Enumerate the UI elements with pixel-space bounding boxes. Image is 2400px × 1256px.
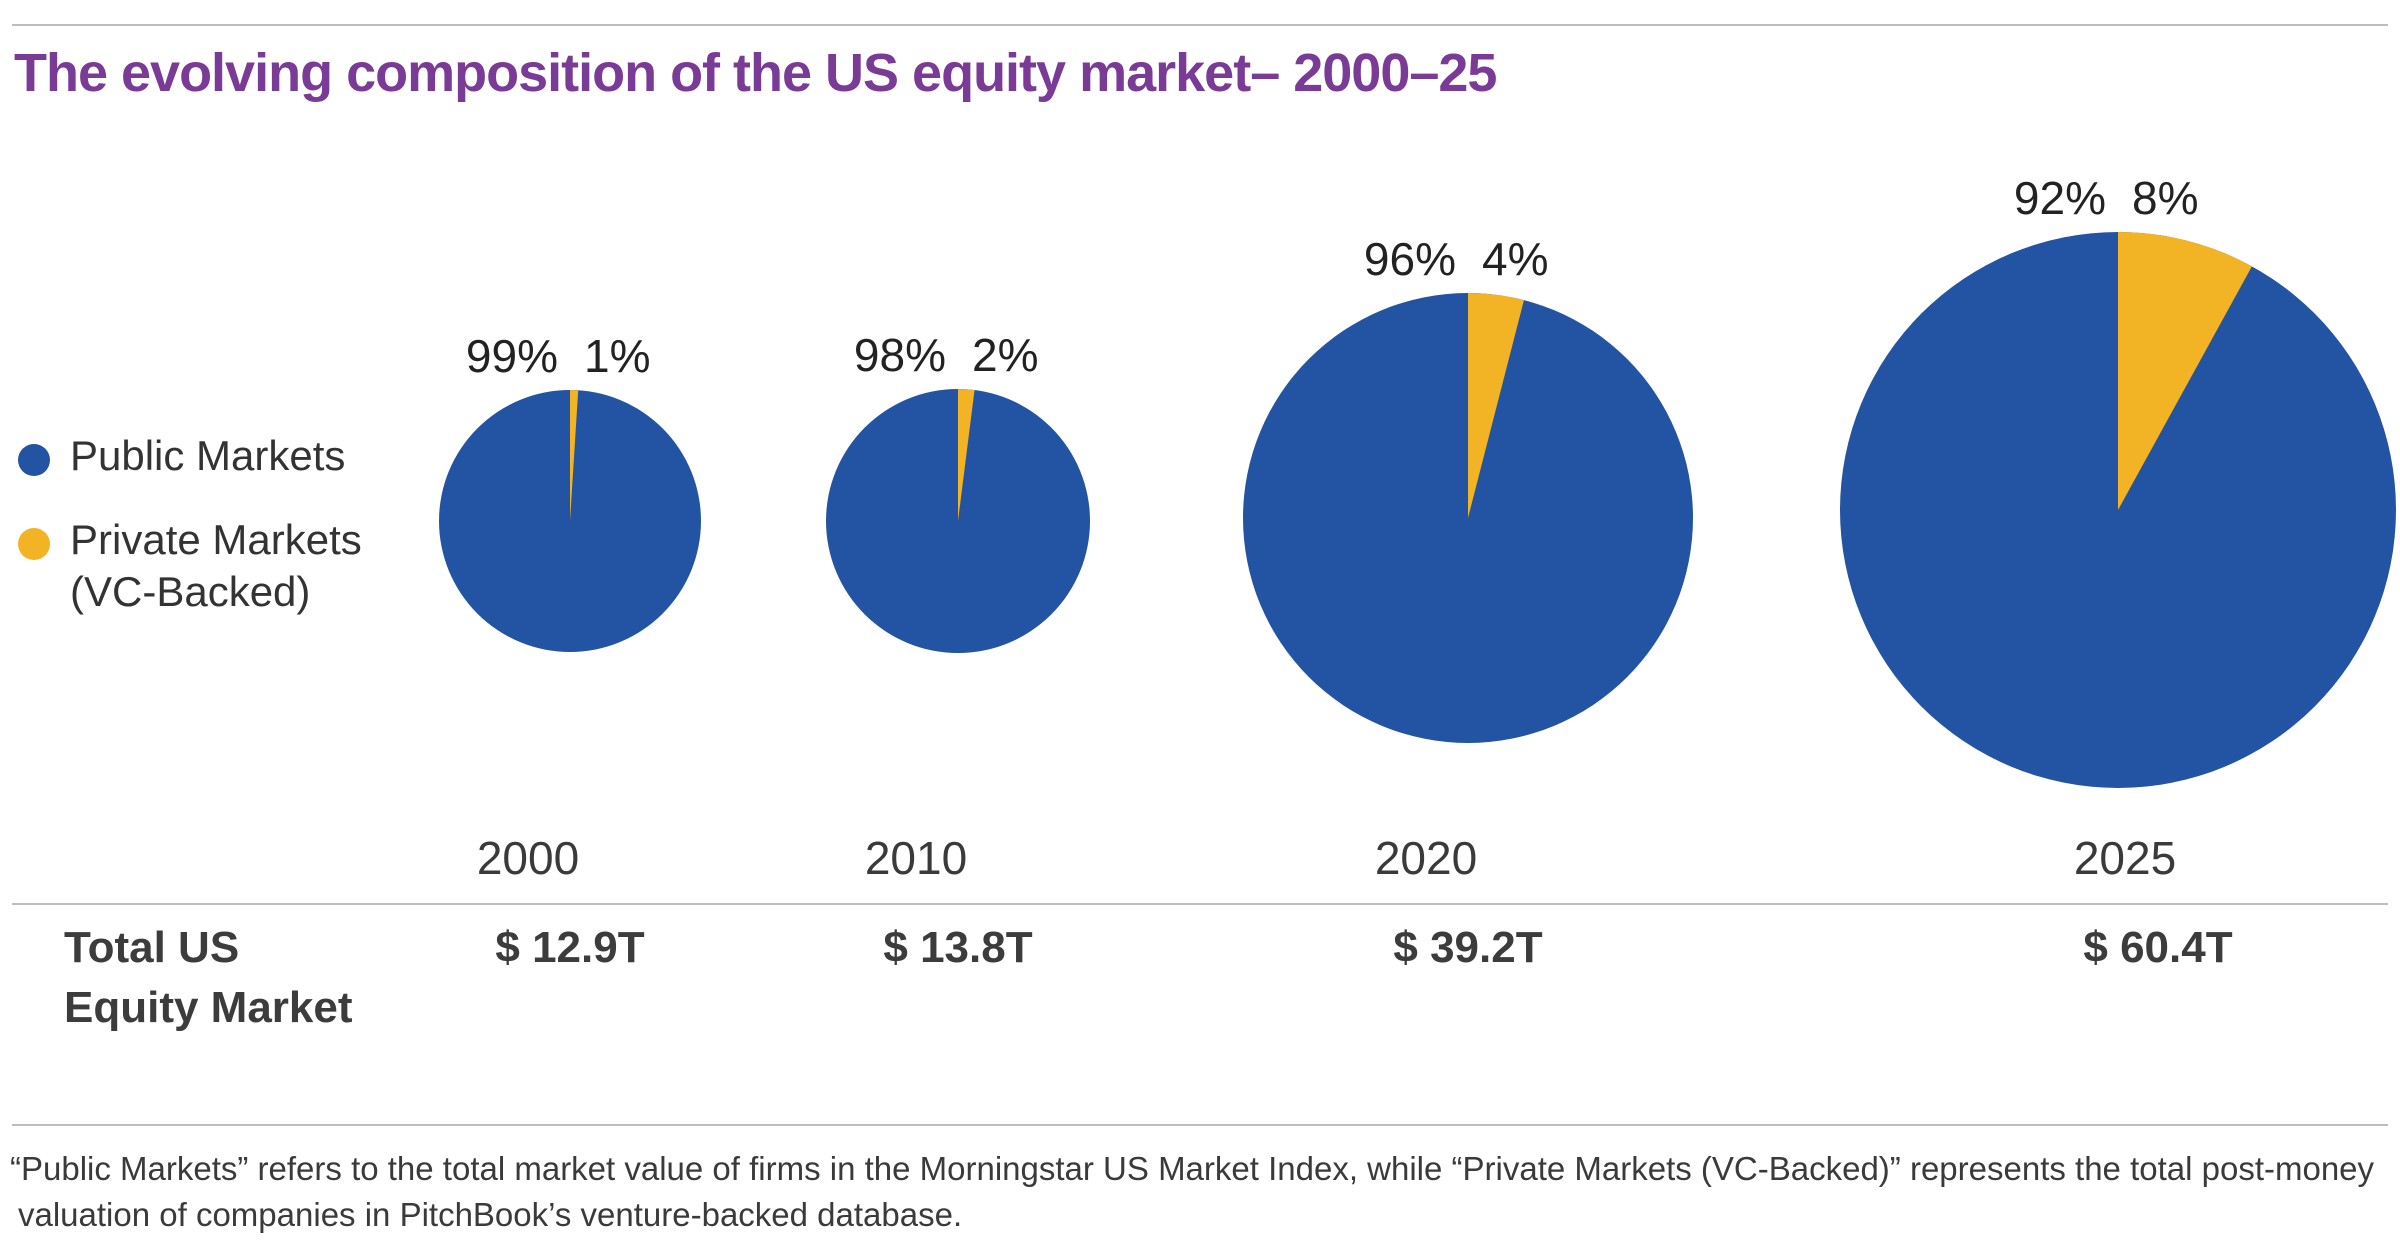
data-label-private-2020: 4% <box>1482 233 1548 285</box>
pie-slice-private-2010 <box>958 389 975 521</box>
total-value-2025: $ 60.4T <box>2083 923 2233 972</box>
pie-slice-private-2020 <box>1468 293 1524 518</box>
year-label-2010: 2010 <box>865 832 967 884</box>
data-label-private-2025: 8% <box>2132 172 2198 224</box>
data-label-private-2000: 1% <box>584 330 650 382</box>
year-label-2020: 2020 <box>1375 832 1477 884</box>
data-label-public-2025: 92% <box>2014 172 2106 224</box>
footnote-line-1: “Public Markets” refers to the total mar… <box>10 1150 2375 1187</box>
total-row-label: Total US Equity Market <box>64 923 353 1032</box>
total-value-2000: $ 12.9T <box>495 923 645 972</box>
legend-label-private: Private Markets (VC-Backed) <box>70 516 362 615</box>
legend-label-public: Public Markets <box>70 432 346 479</box>
data-label-public-2000: 99% <box>466 330 558 382</box>
year-label-2000: 2000 <box>477 832 579 884</box>
footnote-rule <box>12 1124 2388 1126</box>
footnote-line-2: valuation of companies in PitchBook’s ve… <box>18 1196 963 1233</box>
legend-item-public: Public Markets <box>18 430 410 482</box>
year-label-2025: 2025 <box>2074 832 2176 884</box>
legend-item-private: Private Markets (VC-Backed) <box>18 514 410 618</box>
total-value-2010: $ 13.8T <box>883 923 1033 972</box>
total-value-2020: $ 39.2T <box>1393 923 1543 972</box>
chart-title: The evolving composition of the US equit… <box>14 43 1497 103</box>
data-label-private-2010: 2% <box>972 329 1038 381</box>
pie-slice-private-2000 <box>570 390 579 521</box>
data-label-public-2020: 96% <box>1364 233 1456 285</box>
top-rule <box>12 24 2388 26</box>
pie-slice-private-2025 <box>2118 232 2252 510</box>
legend-swatch-private <box>18 528 50 560</box>
totals-rule <box>12 903 2388 905</box>
data-label-public-2010: 98% <box>854 329 946 381</box>
footnote: “Public Markets” refers to the total mar… <box>10 1146 2380 1238</box>
legend-swatch-public <box>18 444 50 476</box>
